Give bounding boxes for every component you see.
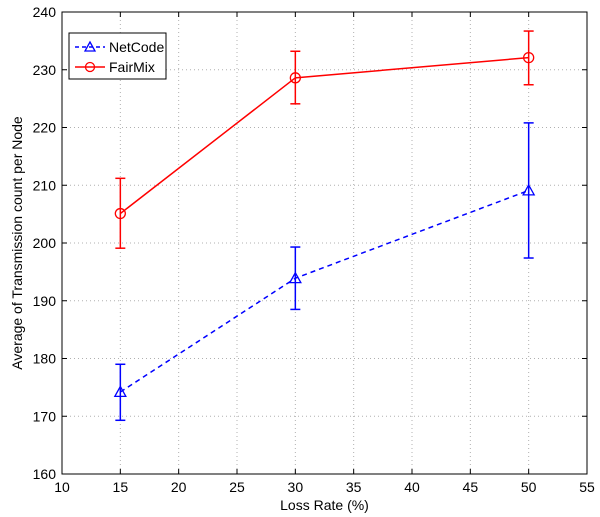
- data-point-triangle-netcode: [288, 271, 302, 284]
- data-point-triangle-netcode: [113, 385, 127, 398]
- legend-label-netcode: NetCode: [109, 39, 164, 55]
- x-tick-label: 55: [579, 479, 595, 495]
- x-tick-label: 50: [521, 479, 537, 495]
- x-tick-label: 10: [54, 479, 70, 495]
- x-tick-label: 20: [171, 479, 187, 495]
- data-point-circle-fairmix: [523, 51, 535, 64]
- x-axis-title: Loss Rate (%): [280, 497, 369, 513]
- legend-label-fairmix: FairMix: [109, 59, 155, 75]
- y-tick-label: 220: [33, 120, 57, 136]
- legend-marker-triangle-icon: [83, 40, 97, 52]
- legend-entry-fairmix: FairMix: [75, 59, 155, 75]
- y-tick-label: 200: [33, 235, 57, 251]
- x-tick-label: 45: [463, 479, 479, 495]
- x-tick-labels: 10 15 20 25 30 35 40 45 50 55: [54, 479, 595, 495]
- series-netcode: [113, 122, 536, 422]
- series-line-fairmix: [119, 56, 529, 215]
- y-tick-label: 230: [33, 62, 57, 78]
- y-tick-label: 210: [33, 177, 57, 193]
- y-tick-label: 190: [33, 293, 57, 309]
- legend-marker-circle-icon: [84, 61, 96, 73]
- series-layer: [113, 30, 536, 422]
- x-tick-label: 15: [113, 479, 129, 495]
- y-tick-labels: 160 170 180 190 200 210 220 230 240: [33, 4, 57, 482]
- x-tick-label: 30: [288, 479, 304, 495]
- y-axis-title: Average of Transmission count per Node: [9, 116, 25, 370]
- x-tick-label: 35: [346, 479, 362, 495]
- y-tick-label: 160: [33, 466, 57, 482]
- y-tick-label: 180: [33, 351, 57, 367]
- y-tick-label: 170: [33, 408, 57, 424]
- data-point-triangle-netcode: [522, 183, 536, 196]
- axis-ticks: [61, 11, 588, 475]
- legend-entry-netcode: NetCode: [75, 39, 164, 55]
- legend: NetCode FairMix: [68, 32, 167, 80]
- data-point-circle-fairmix: [114, 207, 126, 220]
- x-tick-label: 25: [229, 479, 245, 495]
- series-fairmix: [114, 30, 535, 249]
- grid: [62, 12, 587, 474]
- legend-box: [68, 32, 167, 80]
- x-tick-label: 40: [404, 479, 420, 495]
- plot-frame: [61, 11, 588, 475]
- y-tick-label: 240: [33, 4, 57, 20]
- data-point-circle-fairmix: [289, 72, 301, 84]
- series-line-netcode: [119, 189, 529, 393]
